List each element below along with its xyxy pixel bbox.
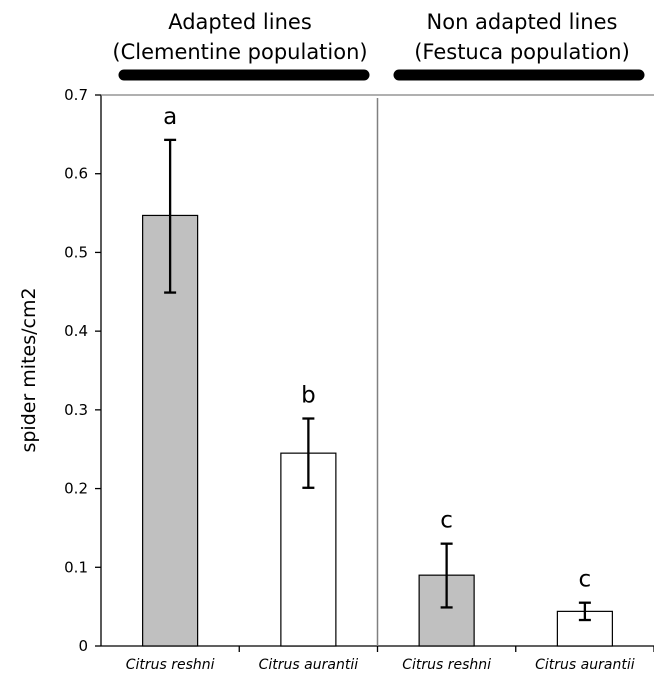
group-title-adapted-line1: Adapted lines bbox=[168, 10, 312, 34]
significance-letter: b bbox=[301, 383, 316, 409]
y-axis-label: spider mites/cm2 bbox=[18, 287, 40, 452]
y-tick-label: 0.3 bbox=[64, 401, 88, 419]
y-tick-label: 0.6 bbox=[64, 165, 88, 183]
y-tick-label: 0 bbox=[78, 637, 88, 655]
group-title-nonadapted-line1: Non adapted lines bbox=[427, 10, 618, 34]
x-tick-label: Citrus reshni bbox=[402, 657, 491, 673]
y-tick-label: 0.5 bbox=[64, 243, 88, 261]
group-title-adapted-line2: (Clementine population) bbox=[112, 40, 367, 64]
group-title-nonadapted-line2: (Festuca population) bbox=[414, 40, 630, 64]
significance-letter: c bbox=[440, 508, 453, 534]
y-tick-label: 0.2 bbox=[64, 480, 88, 498]
y-tick-label: 0.1 bbox=[64, 558, 88, 576]
significance-letter: a bbox=[163, 104, 177, 130]
y-tick-label: 0.4 bbox=[64, 322, 88, 340]
bars-layer bbox=[142, 138, 613, 647]
y-tick-label: 0.7 bbox=[64, 86, 88, 104]
labels-layer: 0 0.1 0.2 0.3 0.4 0.5 0.6 0.7 a Citrus reshni b Cit… bbox=[64, 86, 635, 673]
x-tick-label: Citrus aurantii bbox=[259, 657, 359, 673]
x-tick-label: Citrus reshni bbox=[126, 657, 215, 673]
significance-letter: c bbox=[579, 567, 592, 593]
x-tick-label: Citrus aurantii bbox=[535, 657, 635, 673]
